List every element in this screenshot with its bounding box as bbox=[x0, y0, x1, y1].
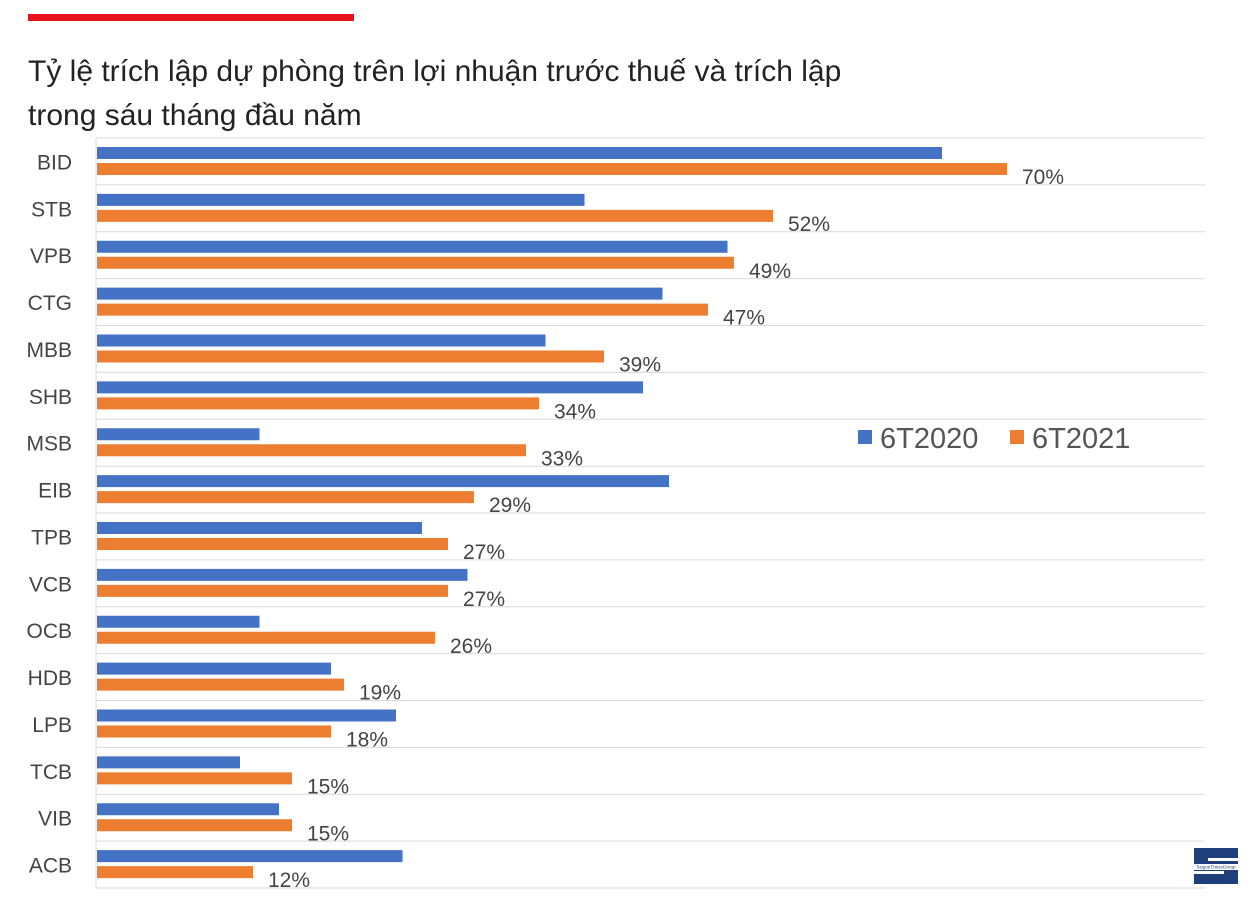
category-label-bid: BID bbox=[37, 151, 72, 174]
bar-6t2021-ocb bbox=[97, 631, 435, 644]
bar-6t2021-vpb bbox=[97, 256, 734, 269]
chart-title-line-2: trong sáu tháng đầu năm bbox=[28, 99, 362, 133]
category-label-shb: SHB bbox=[29, 386, 72, 409]
category-label-msb: MSB bbox=[26, 433, 72, 456]
data-label-tpb: 27% bbox=[463, 541, 505, 564]
data-label-tcb: 15% bbox=[307, 775, 349, 798]
data-label-ocb: 26% bbox=[450, 635, 492, 658]
svg-text:SaigonTimesGroup: SaigonTimesGroup bbox=[1197, 866, 1236, 871]
bar-6t2020-tpb bbox=[97, 522, 422, 534]
bar-6t2020-bid bbox=[97, 147, 942, 159]
bar-6t2020-tcb bbox=[97, 756, 240, 769]
category-label-ctg: CTG bbox=[28, 292, 72, 315]
category-label-mbb: MBB bbox=[26, 339, 72, 362]
data-label-vcb: 27% bbox=[463, 588, 505, 611]
bar-6t2020-ctg bbox=[97, 287, 663, 300]
category-label-hdb: HDB bbox=[28, 667, 72, 690]
chart-title: Tỷ lệ trích lập dự phòng trên lợi nhuận … bbox=[28, 50, 928, 138]
bar-6t2021-hdb bbox=[97, 678, 344, 691]
bar-6t2021-acb bbox=[97, 866, 253, 879]
bar-6t2020-mbb bbox=[97, 334, 546, 347]
bar-6t2020-vpb bbox=[97, 240, 728, 253]
bar-6t2021-tcb bbox=[97, 772, 292, 785]
bar-6t2020-stb bbox=[97, 193, 585, 206]
data-label-stb: 52% bbox=[788, 213, 830, 236]
legend-label-6t2020: 6T2020 bbox=[880, 423, 978, 455]
legend-swatch-6t2020 bbox=[858, 430, 872, 444]
bar-6t2021-vib bbox=[97, 819, 292, 832]
category-label-vcb: VCB bbox=[29, 573, 72, 596]
data-label-eib: 29% bbox=[489, 494, 531, 517]
bar-6t2021-vcb bbox=[97, 584, 448, 597]
bar-6t2021-bid bbox=[97, 163, 1007, 175]
bar-6t2021-stb bbox=[97, 209, 773, 222]
bar-6t2021-eib bbox=[97, 491, 474, 504]
category-label-stb: STB bbox=[31, 198, 72, 221]
bar-6t2021-ctg bbox=[97, 303, 708, 316]
data-label-lpb: 18% bbox=[346, 729, 388, 752]
data-label-mbb: 39% bbox=[619, 354, 661, 377]
category-label-tpb: TPB bbox=[31, 526, 72, 549]
saigon-times-group-logo: SaigonTimesGroup bbox=[1192, 848, 1240, 884]
bar-6t2020-ocb bbox=[97, 615, 260, 628]
category-label-eib: EIB bbox=[38, 480, 72, 503]
bar-6t2020-lpb bbox=[97, 709, 396, 722]
data-label-acb: 12% bbox=[268, 869, 310, 892]
category-label-vib: VIB bbox=[38, 808, 72, 831]
data-label-vib: 15% bbox=[307, 822, 349, 845]
bar-6t2020-msb bbox=[97, 428, 260, 441]
bar-6t2021-mbb bbox=[97, 350, 604, 363]
bar-6t2020-shb bbox=[97, 381, 643, 394]
category-label-ocb: OCB bbox=[26, 620, 72, 643]
bar-6t2021-shb bbox=[97, 397, 539, 410]
data-label-vpb: 49% bbox=[749, 260, 791, 283]
category-label-tcb: TCB bbox=[30, 761, 72, 784]
title-accent-bar bbox=[28, 14, 354, 21]
bar-6t2020-acb bbox=[97, 850, 403, 863]
bar-6t2021-msb bbox=[97, 444, 526, 457]
bar-6t2021-lpb bbox=[97, 725, 331, 738]
category-label-vpb: VPB bbox=[30, 245, 72, 268]
data-label-shb: 34% bbox=[554, 400, 596, 423]
legend-label-6t2021: 6T2021 bbox=[1032, 423, 1130, 455]
bar-6t2021-tpb bbox=[97, 538, 448, 550]
data-label-hdb: 19% bbox=[359, 682, 401, 705]
data-label-msb: 33% bbox=[541, 447, 583, 470]
legend-swatch-6t2021 bbox=[1010, 430, 1024, 444]
chart-title-line-1: Tỷ lệ trích lập dự phòng trên lợi nhuận … bbox=[28, 55, 842, 89]
category-label-lpb: LPB bbox=[32, 714, 72, 737]
data-label-bid: 70% bbox=[1022, 166, 1064, 189]
bar-6t2020-eib bbox=[97, 475, 669, 488]
bar-6t2020-hdb bbox=[97, 662, 331, 675]
bar-6t2020-vcb bbox=[97, 568, 468, 581]
category-label-acb: ACB bbox=[29, 855, 72, 878]
data-label-ctg: 47% bbox=[723, 307, 765, 330]
bar-6t2020-vib bbox=[97, 803, 279, 816]
